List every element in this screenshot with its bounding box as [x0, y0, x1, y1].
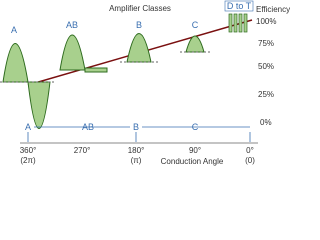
- wave-a: [2, 43, 29, 83]
- class-label: AB: [66, 20, 78, 30]
- tick-label: 75%: [258, 39, 274, 48]
- range-lines: [27, 126, 251, 142]
- tick-label: 100%: [256, 17, 276, 26]
- box: [224, 0, 254, 12]
- wave-b: [126, 33, 152, 63]
- class-label: B: [133, 122, 139, 132]
- class-label: C: [192, 20, 199, 30]
- tick-label: 360°: [20, 146, 37, 155]
- wave-ab-flat: [84, 67, 108, 73]
- diagram: Amplifier Classes A AB B C D to T Effici…: [0, 0, 290, 166]
- tick-label: 90°: [189, 146, 201, 155]
- title: Amplifier Classes: [109, 4, 171, 13]
- wave-ab: [59, 34, 86, 71]
- class-label: D to T: [227, 1, 252, 11]
- wave-d: [228, 13, 248, 33]
- class-label: C: [192, 122, 199, 132]
- class-label: A: [11, 25, 17, 35]
- tick-label: 180°: [128, 146, 145, 155]
- wave-c: [185, 35, 205, 53]
- tick-label: 0%: [260, 118, 272, 127]
- wave-a-neg: [27, 81, 51, 129]
- tick-label: (π): [131, 156, 142, 165]
- tick-label: (0): [245, 156, 255, 165]
- class-label: B: [136, 20, 142, 30]
- tick-label: 25%: [258, 90, 274, 99]
- axis-title: Conduction Angle: [161, 157, 224, 166]
- tick-label: 0°: [246, 146, 254, 155]
- tick-label: (2π): [20, 156, 36, 165]
- class-label: AB: [82, 122, 94, 132]
- class-label: A: [25, 122, 31, 132]
- tick-label: 270°: [74, 146, 91, 155]
- tick-label: 50%: [258, 62, 274, 71]
- axis-title: Efficiency: [256, 5, 290, 14]
